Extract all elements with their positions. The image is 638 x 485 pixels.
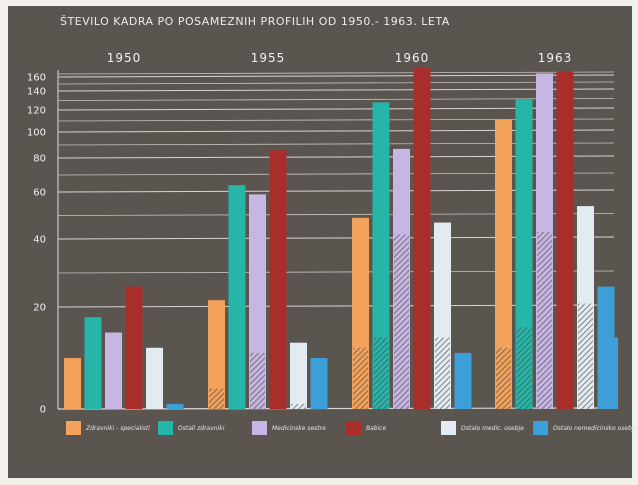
year-label: 1950	[107, 51, 142, 65]
bars	[64, 67, 618, 410]
legend-item: Medicinske sestre	[252, 421, 326, 435]
grid-line	[57, 98, 615, 101]
bar	[310, 358, 328, 409]
y-axis-ticks: 0 20 40 60 80 100 120 140 160	[27, 73, 46, 416]
year-label: 1960	[395, 51, 430, 65]
y-tick-label: 120	[27, 106, 46, 117]
bar-hatched-portion	[578, 303, 593, 409]
y-tick-label: 100	[27, 128, 46, 139]
grid-line	[57, 81, 615, 85]
legend-label: Ostalo nemedicinsko osebje	[553, 425, 638, 432]
legend-item: Ostalo nemedicinsko osebje	[533, 421, 638, 435]
bar	[556, 71, 574, 409]
bar	[372, 102, 390, 410]
legend-label: Babice	[366, 425, 387, 432]
y-tick-label: 40	[33, 235, 46, 246]
grid-line	[57, 88, 615, 92]
legend-label: Zdravniki - specialisti	[85, 425, 150, 432]
bar-hatched-portion	[435, 337, 450, 409]
bar	[495, 119, 512, 410]
year-label: 1963	[538, 51, 573, 65]
legend-label: Medicinske sestre	[272, 425, 326, 432]
chart-title: ŠTEVILO KADRA PO POSAMEZNIH PROFILIH OD …	[60, 15, 450, 28]
y-tick-label: 80	[33, 154, 46, 165]
bar-hatched-portion	[537, 231, 552, 409]
bar	[454, 352, 472, 409]
bar	[413, 67, 431, 409]
bar	[290, 342, 307, 409]
y-tick-label: 160	[27, 73, 46, 84]
bar	[228, 185, 246, 409]
bar-hatched-portion	[394, 234, 409, 409]
legend: Zdravniki - specialisti Ostali zdravniki M…	[66, 421, 638, 435]
bar	[125, 286, 143, 409]
bar	[84, 317, 102, 409]
legend-item: Zdravniki - specialisti	[66, 421, 150, 435]
bar-hatched-portion	[496, 347, 511, 409]
y-tick-label: 0	[40, 405, 46, 416]
year-labels: 1950 1955 1960 1963	[107, 51, 573, 65]
legend-swatch	[158, 421, 173, 435]
bar-hatched-portion	[291, 403, 306, 409]
legend-swatch	[66, 421, 81, 435]
legend-item: Babice	[346, 421, 387, 435]
bar-extra	[610, 337, 618, 409]
bar	[105, 332, 122, 409]
legend-label: Ostali zdravniki	[178, 425, 225, 432]
bar	[269, 150, 287, 409]
y-tick-label: 140	[27, 87, 46, 98]
bar	[146, 347, 163, 409]
y-tick-label: 60	[33, 188, 46, 199]
legend-swatch	[346, 421, 361, 435]
legend-swatch	[252, 421, 267, 435]
bar-hatched-portion	[373, 337, 389, 409]
y-tick-label: 20	[33, 303, 46, 314]
bar-hatched-portion	[209, 388, 224, 409]
bar-hatched-portion	[353, 347, 368, 409]
legend-swatch	[533, 421, 548, 435]
legend-item: Ostali zdravniki	[158, 421, 225, 435]
legend-item: Ostalo medic. osebje	[441, 421, 524, 435]
bar-hatched-portion	[516, 327, 532, 409]
year-label: 1955	[251, 51, 286, 65]
legend-label: Ostalo medic. osebje	[461, 425, 524, 432]
bar	[64, 358, 81, 409]
legend-swatch	[441, 421, 456, 435]
bar	[208, 300, 225, 409]
bar	[166, 403, 184, 409]
grid-line	[57, 71, 615, 75]
grid-line	[57, 74, 615, 78]
bar-hatched-portion	[250, 352, 265, 409]
